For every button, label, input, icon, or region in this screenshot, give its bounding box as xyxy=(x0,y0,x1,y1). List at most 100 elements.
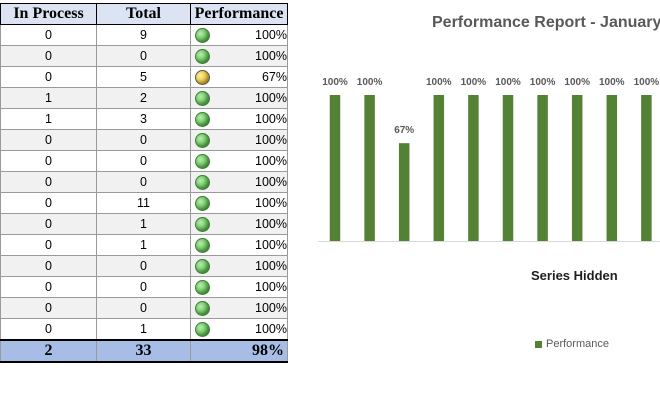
bar[interactable] xyxy=(502,95,514,241)
cell-performance[interactable]: 100% xyxy=(190,45,288,67)
bar[interactable] xyxy=(641,95,652,241)
legend-label: Performance xyxy=(546,338,609,350)
table-row: 1 2 100% xyxy=(0,87,288,109)
series-hidden-note: Series Hidden xyxy=(531,268,618,283)
total-performance[interactable]: 98% xyxy=(190,339,288,363)
cell-performance[interactable]: 100% xyxy=(190,234,288,256)
data-label: 100% xyxy=(564,77,590,88)
green-status-icon xyxy=(195,154,210,169)
cell-performance[interactable]: 100% xyxy=(190,108,288,130)
table-row: 0 0 100% xyxy=(0,276,288,298)
green-status-icon xyxy=(195,175,210,190)
performance-value: 100% xyxy=(255,28,287,42)
green-status-icon xyxy=(195,322,210,337)
performance-value: 100% xyxy=(255,112,287,126)
cell-total[interactable]: 11 xyxy=(96,192,191,214)
chart-legend[interactable]: Performance xyxy=(535,338,609,350)
cell-in-process[interactable]: 0 xyxy=(0,297,97,319)
data-label: 100% xyxy=(426,77,452,88)
cell-total[interactable]: 9 xyxy=(96,24,191,46)
table-row: 0 1 100% xyxy=(0,213,288,235)
green-status-icon xyxy=(195,196,210,211)
cell-total[interactable]: 5 xyxy=(96,66,191,88)
bar[interactable] xyxy=(571,95,583,241)
table-row: 0 0 100% xyxy=(0,45,288,67)
header-in-process[interactable]: In Process xyxy=(0,3,97,25)
cell-total[interactable]: 0 xyxy=(96,45,191,67)
table-row: 0 1 100% xyxy=(0,318,288,341)
cell-performance[interactable]: 100% xyxy=(190,297,288,319)
performance-value: 100% xyxy=(255,322,287,336)
cell-in-process[interactable]: 0 xyxy=(0,171,97,193)
green-status-icon xyxy=(195,259,210,274)
cell-performance[interactable]: 100% xyxy=(190,129,288,151)
green-status-icon xyxy=(195,280,210,295)
cell-in-process[interactable]: 0 xyxy=(0,213,97,235)
cell-in-process[interactable]: 0 xyxy=(0,276,97,298)
table-row: 0 11 100% xyxy=(0,192,288,214)
green-status-icon xyxy=(195,133,210,148)
data-label: 100% xyxy=(530,77,556,88)
data-label: 100% xyxy=(357,77,383,88)
chart-title: Performance Report - January xyxy=(432,14,660,31)
performance-value: 100% xyxy=(255,301,287,315)
legend-swatch xyxy=(535,340,542,348)
header-performance[interactable]: Performance xyxy=(190,3,288,25)
cell-performance[interactable]: 100% xyxy=(190,24,288,46)
performance-value: 100% xyxy=(255,91,287,105)
cell-total[interactable]: 2 xyxy=(96,87,191,109)
cell-total[interactable]: 0 xyxy=(96,297,191,319)
cell-performance[interactable]: 100% xyxy=(190,171,288,193)
performance-value: 100% xyxy=(255,196,287,210)
data-label: 100% xyxy=(634,77,660,88)
green-status-icon xyxy=(195,301,210,316)
green-status-icon xyxy=(195,217,210,232)
cell-in-process[interactable]: 1 xyxy=(0,87,97,109)
header-total[interactable]: Total xyxy=(96,3,191,25)
performance-value: 100% xyxy=(255,133,287,147)
cell-performance[interactable]: 100% xyxy=(190,318,288,341)
performance-value: 100% xyxy=(255,175,287,189)
data-label: 100% xyxy=(322,77,348,88)
green-status-icon xyxy=(195,91,210,106)
performance-value: 100% xyxy=(255,259,287,273)
cell-total[interactable]: 1 xyxy=(96,234,191,256)
table-row: 0 1 100% xyxy=(0,234,288,256)
bar[interactable] xyxy=(537,95,548,241)
bar[interactable] xyxy=(329,95,341,241)
spreadsheet-table: In Process Total Performance 0 9 100% 0 0 100… xyxy=(0,3,288,363)
yellow-status-icon xyxy=(195,70,210,85)
bar[interactable] xyxy=(364,95,375,241)
performance-value: 100% xyxy=(255,238,287,252)
data-label: 100% xyxy=(461,77,487,88)
cell-performance[interactable]: 100% xyxy=(190,213,288,235)
bar[interactable] xyxy=(433,95,445,241)
cell-performance[interactable]: 100% xyxy=(190,87,288,109)
green-status-icon xyxy=(195,49,210,64)
data-label: 100% xyxy=(599,77,625,88)
cell-total[interactable]: 1 xyxy=(96,318,191,341)
bar[interactable] xyxy=(398,143,410,241)
performance-value: 67% xyxy=(261,70,287,84)
total-total[interactable]: 33 xyxy=(96,339,191,363)
bar[interactable] xyxy=(606,95,618,241)
total-in-process[interactable]: 2 xyxy=(0,339,97,363)
cell-total[interactable]: 0 xyxy=(96,150,191,172)
cell-total[interactable]: 0 xyxy=(96,171,191,193)
performance-value: 100% xyxy=(255,280,287,294)
cell-in-process[interactable]: 0 xyxy=(0,318,97,341)
table-row: 0 0 100% xyxy=(0,297,288,319)
cell-in-process[interactable]: 0 xyxy=(0,234,97,256)
cell-performance[interactable]: 67% xyxy=(190,66,288,88)
green-status-icon xyxy=(195,28,210,43)
table-row: 0 9 100% xyxy=(0,24,288,46)
cell-performance[interactable]: 100% xyxy=(190,192,288,214)
performance-value: 100% xyxy=(255,217,287,231)
performance-value: 100% xyxy=(255,154,287,168)
bar[interactable] xyxy=(468,95,479,241)
table-row: 1 3 100% xyxy=(0,108,288,130)
table-row: 0 0 100% xyxy=(0,171,288,193)
data-label: 67% xyxy=(394,125,414,136)
table-row: 0 5 67% xyxy=(0,66,288,88)
